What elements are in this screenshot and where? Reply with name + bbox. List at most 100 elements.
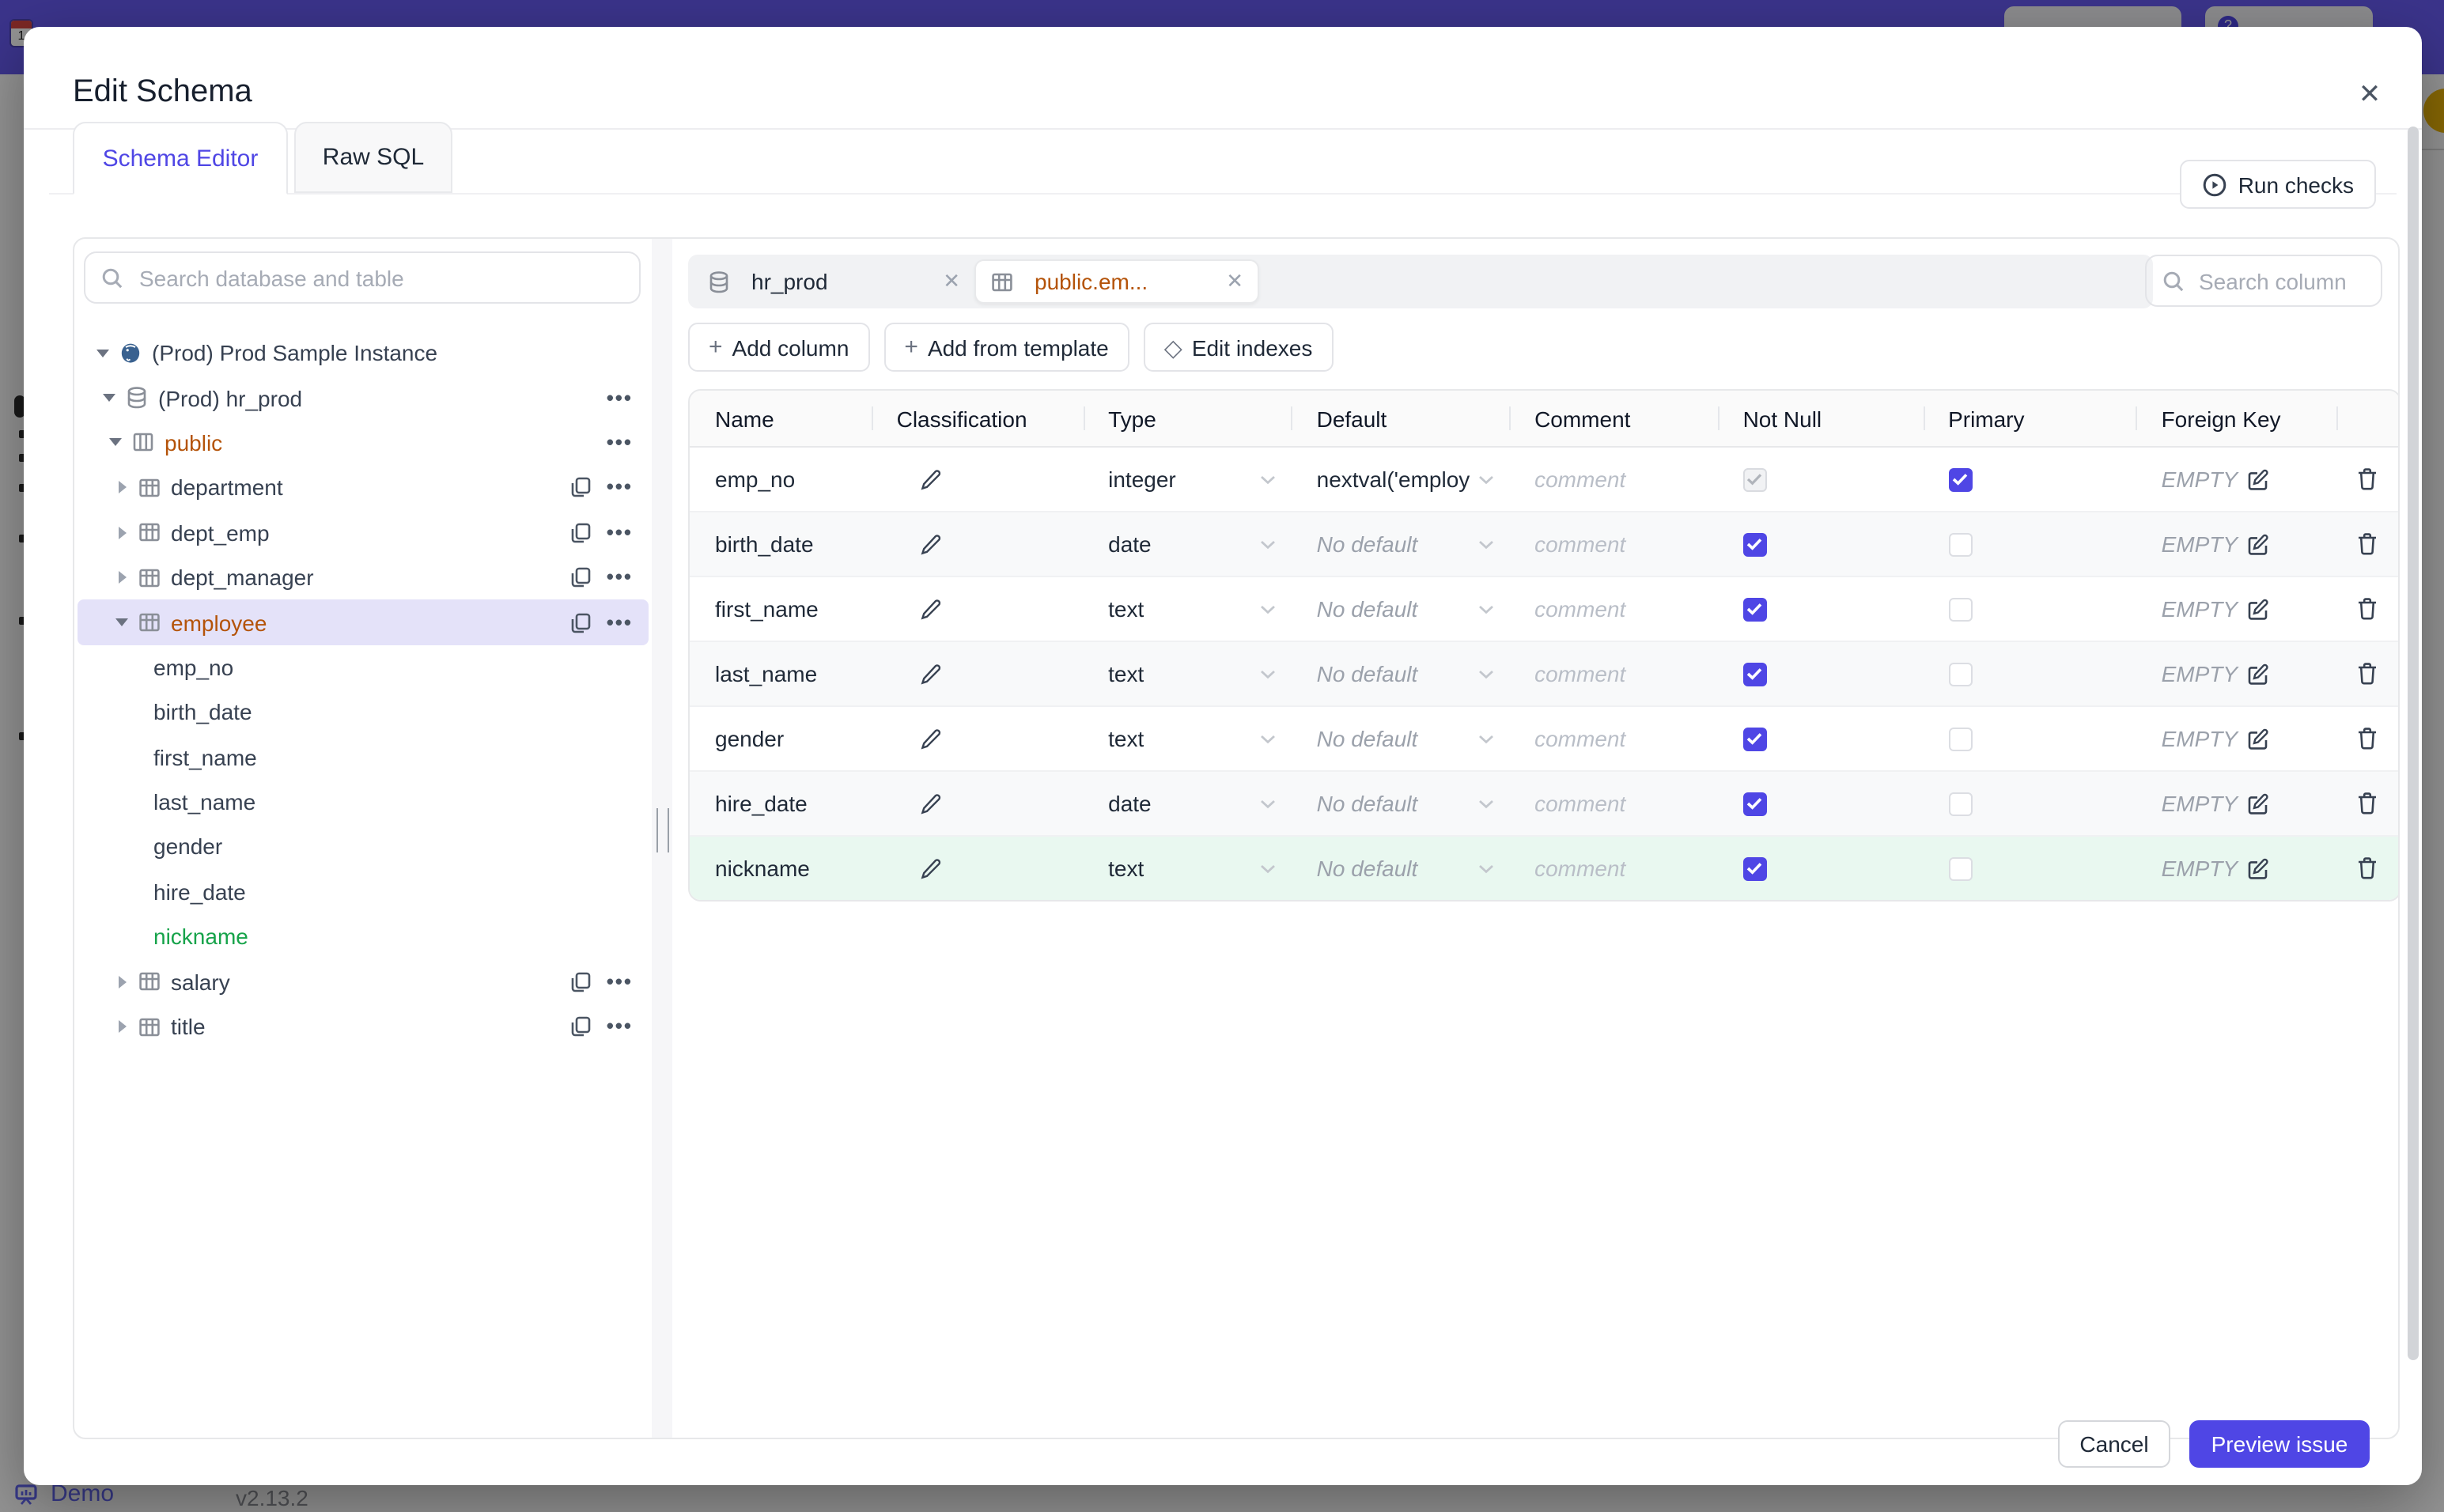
tree-item-last_name[interactable]: last_name xyxy=(78,780,649,825)
comment-input[interactable]: comment xyxy=(1534,531,1626,557)
copy-icon[interactable] xyxy=(570,477,592,499)
tree-item-salary[interactable]: salary ••• xyxy=(78,959,649,1004)
primary-checkbox[interactable] xyxy=(1948,727,1973,750)
edit-foreign-key-icon[interactable] xyxy=(2245,792,2269,815)
more-actions-icon[interactable]: ••• xyxy=(606,969,633,993)
primary-checkbox[interactable] xyxy=(1948,597,1973,621)
edit-foreign-key-icon[interactable] xyxy=(2245,856,2269,880)
tree-item-birth_date[interactable]: birth_date xyxy=(78,690,649,735)
type-select[interactable]: text xyxy=(1083,856,1292,881)
column-name-field[interactable]: last_name xyxy=(715,661,818,686)
comment-input[interactable]: comment xyxy=(1534,791,1626,816)
copy-icon[interactable] xyxy=(570,1015,592,1038)
not-null-checkbox[interactable] xyxy=(1742,597,1767,621)
column-name-field[interactable]: first_name xyxy=(715,596,819,622)
tab-raw-sql[interactable]: Raw SQL xyxy=(294,122,452,193)
caret-right-icon[interactable] xyxy=(112,1020,131,1034)
more-actions-icon[interactable]: ••• xyxy=(606,474,633,499)
delete-column-icon[interactable] xyxy=(2355,531,2379,557)
default-select[interactable]: No default xyxy=(1292,596,1509,622)
comment-input[interactable]: comment xyxy=(1534,596,1626,622)
edit-classification-icon[interactable] xyxy=(919,532,943,556)
default-select[interactable]: No default xyxy=(1292,856,1509,881)
edit-classification-icon[interactable] xyxy=(919,727,943,750)
comment-input[interactable]: comment xyxy=(1534,661,1626,686)
default-select[interactable]: No default xyxy=(1292,661,1509,686)
primary-checkbox[interactable] xyxy=(1948,856,1973,880)
caret-down-icon[interactable] xyxy=(112,618,131,627)
column-name-field[interactable]: nickname xyxy=(715,856,810,881)
column-name-field[interactable]: gender xyxy=(715,726,785,751)
not-null-checkbox[interactable] xyxy=(1742,727,1767,750)
default-select[interactable]: nextval('employ xyxy=(1292,467,1509,492)
tree-item-hire_date[interactable]: hire_date xyxy=(78,869,649,914)
caret-right-icon[interactable] xyxy=(112,526,131,539)
edit-classification-icon[interactable] xyxy=(919,792,943,815)
not-null-checkbox[interactable] xyxy=(1742,856,1767,880)
type-select[interactable]: text xyxy=(1083,596,1292,622)
edit-foreign-key-icon[interactable] xyxy=(2245,597,2269,621)
tree-item-public[interactable]: public ••• xyxy=(78,421,649,466)
comment-input[interactable]: comment xyxy=(1534,467,1626,492)
edit-foreign-key-icon[interactable] xyxy=(2245,727,2269,750)
delete-column-icon[interactable] xyxy=(2355,467,2379,492)
delete-column-icon[interactable] xyxy=(2355,596,2379,622)
database-search-input[interactable] xyxy=(136,263,623,292)
tree-item-department[interactable]: department ••• xyxy=(78,465,649,510)
primary-checkbox[interactable] xyxy=(1948,467,1973,491)
modal-scrollbar[interactable] xyxy=(2408,119,2419,1482)
more-actions-icon[interactable]: ••• xyxy=(606,520,633,544)
more-actions-icon[interactable]: ••• xyxy=(606,610,633,634)
tree-item-dept_manager[interactable]: dept_manager ••• xyxy=(78,555,649,600)
tree-item--prod-hr_prod[interactable]: (Prod) hr_prod ••• xyxy=(78,376,649,421)
edit-foreign-key-icon[interactable] xyxy=(2245,467,2269,491)
close-icon[interactable]: ✕ xyxy=(2358,79,2382,109)
primary-checkbox[interactable] xyxy=(1948,532,1973,556)
database-search[interactable] xyxy=(84,251,641,304)
type-select[interactable]: date xyxy=(1083,531,1292,557)
column-name-field[interactable]: birth_date xyxy=(715,531,814,557)
copy-icon[interactable] xyxy=(570,566,592,588)
column-name-field[interactable]: emp_no xyxy=(715,467,796,492)
tab-chip-hr-prod[interactable]: hr_prod ✕ xyxy=(693,259,974,304)
copy-icon[interactable] xyxy=(570,970,592,992)
caret-down-icon[interactable] xyxy=(100,394,119,403)
run-checks-button[interactable]: Run checks xyxy=(2179,160,2376,209)
tree-item-emp_no[interactable]: emp_no xyxy=(78,644,649,690)
column-search[interactable] xyxy=(2145,255,2382,307)
column-name-field[interactable]: hire_date xyxy=(715,791,808,816)
primary-checkbox[interactable] xyxy=(1948,662,1973,686)
not-null-checkbox[interactable] xyxy=(1742,662,1767,686)
edit-foreign-key-icon[interactable] xyxy=(2245,532,2269,556)
add-from-template-button[interactable]: + Add from template xyxy=(883,323,1129,372)
edit-classification-icon[interactable] xyxy=(919,662,943,686)
tree-item-nickname[interactable]: nickname xyxy=(78,914,649,959)
comment-input[interactable]: comment xyxy=(1534,856,1626,881)
edit-foreign-key-icon[interactable] xyxy=(2245,662,2269,686)
panel-resize-gutter[interactable] xyxy=(652,239,672,1438)
not-null-checkbox[interactable] xyxy=(1742,792,1767,815)
not-null-checkbox[interactable] xyxy=(1742,467,1767,491)
edit-indexes-button[interactable]: ◇ Edit indexes xyxy=(1143,323,1334,372)
caret-right-icon[interactable] xyxy=(112,571,131,584)
close-tab-icon[interactable]: ✕ xyxy=(943,269,960,293)
copy-icon[interactable] xyxy=(570,522,592,544)
comment-input[interactable]: comment xyxy=(1534,726,1626,751)
tree-item-gender[interactable]: gender xyxy=(78,825,649,870)
default-select[interactable]: No default xyxy=(1292,531,1509,557)
tab-chip-public-employee[interactable]: public.em... ✕ xyxy=(974,259,1259,304)
column-search-input[interactable] xyxy=(2196,266,2365,295)
copy-icon[interactable] xyxy=(570,611,592,633)
more-actions-icon[interactable]: ••• xyxy=(606,565,633,589)
more-actions-icon[interactable]: ••• xyxy=(606,1014,633,1038)
type-select[interactable]: text xyxy=(1083,661,1292,686)
add-column-button[interactable]: + Add column xyxy=(688,323,870,372)
type-select[interactable]: integer xyxy=(1083,467,1292,492)
cancel-button[interactable]: Cancel xyxy=(2058,1420,2170,1468)
preview-issue-button[interactable]: Preview issue xyxy=(2189,1420,2370,1468)
tree-item--prod-prod-sample-instance[interactable]: (Prod) Prod Sample Instance xyxy=(78,331,649,376)
resize-handle-icon[interactable] xyxy=(656,808,669,852)
tree-item-title[interactable]: title ••• xyxy=(78,1004,649,1049)
delete-column-icon[interactable] xyxy=(2355,856,2379,881)
delete-column-icon[interactable] xyxy=(2355,726,2379,751)
